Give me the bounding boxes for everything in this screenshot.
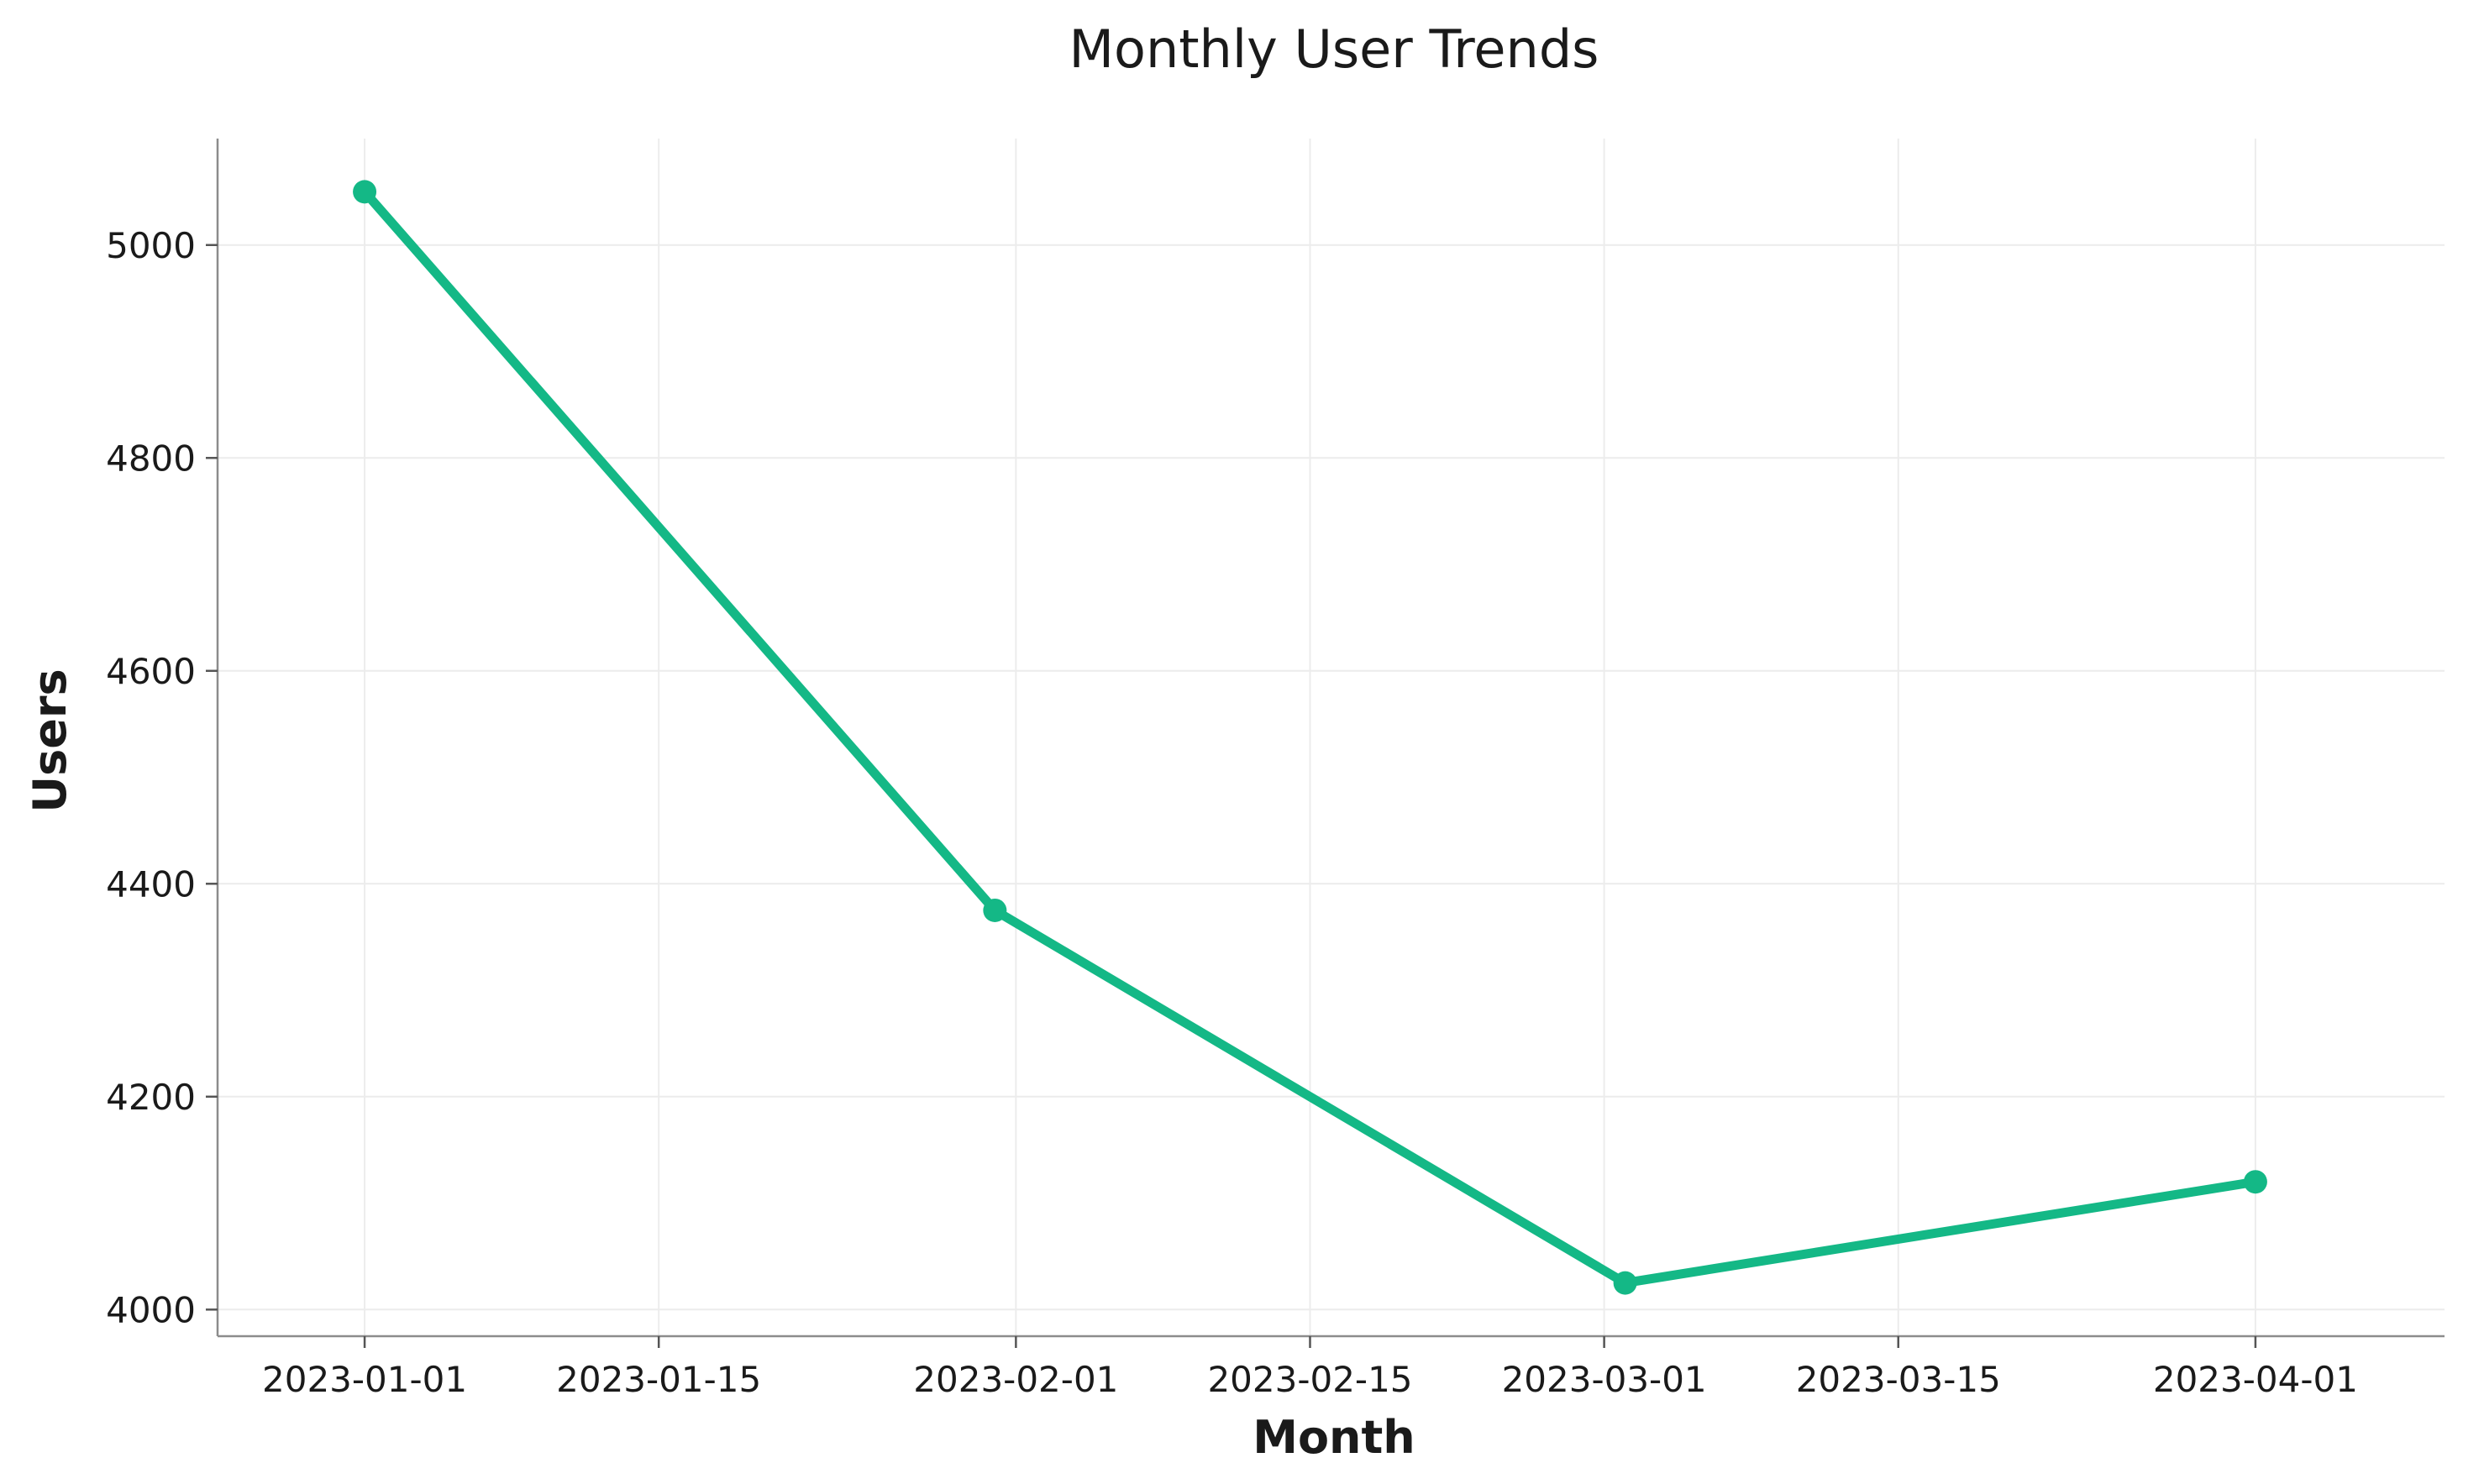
gridlines	[218, 139, 2445, 1336]
data-point	[353, 180, 377, 204]
y-tick-label: 4200	[106, 1077, 196, 1118]
x-tick-label: 2023-02-15	[1207, 1359, 1412, 1400]
y-tick-label: 4400	[106, 863, 196, 905]
axis-ticks: 4000 4200 4400 4600 4800 5000 2023-01-01 2023-0…	[106, 225, 2358, 1400]
x-tick-label: 2023-01-01	[262, 1359, 467, 1400]
x-tick-label: 2023-03-01	[1502, 1359, 1707, 1400]
series-line	[360, 186, 2261, 1288]
x-axis-label: Month	[1253, 1411, 1415, 1464]
y-axis-label: Users	[24, 669, 76, 812]
y-tick-label: 5000	[106, 225, 196, 266]
data-point	[1613, 1271, 1637, 1295]
y-tick-label: 4000	[106, 1289, 196, 1330]
data-point	[983, 898, 1007, 922]
series	[353, 180, 2267, 1295]
axes-spines	[216, 139, 2445, 1338]
data-point	[2243, 1170, 2267, 1194]
x-tick-label: 2023-04-01	[2153, 1359, 2358, 1400]
y-tick-label: 4600	[106, 651, 196, 692]
x-tick-label: 2023-02-01	[913, 1359, 1118, 1400]
x-tick-label: 2023-03-15	[1796, 1359, 2001, 1400]
chart-title: Monthly User Trends	[1069, 18, 1599, 80]
x-tick-label: 2023-01-15	[556, 1359, 761, 1400]
y-tick-label: 4800	[106, 438, 196, 479]
